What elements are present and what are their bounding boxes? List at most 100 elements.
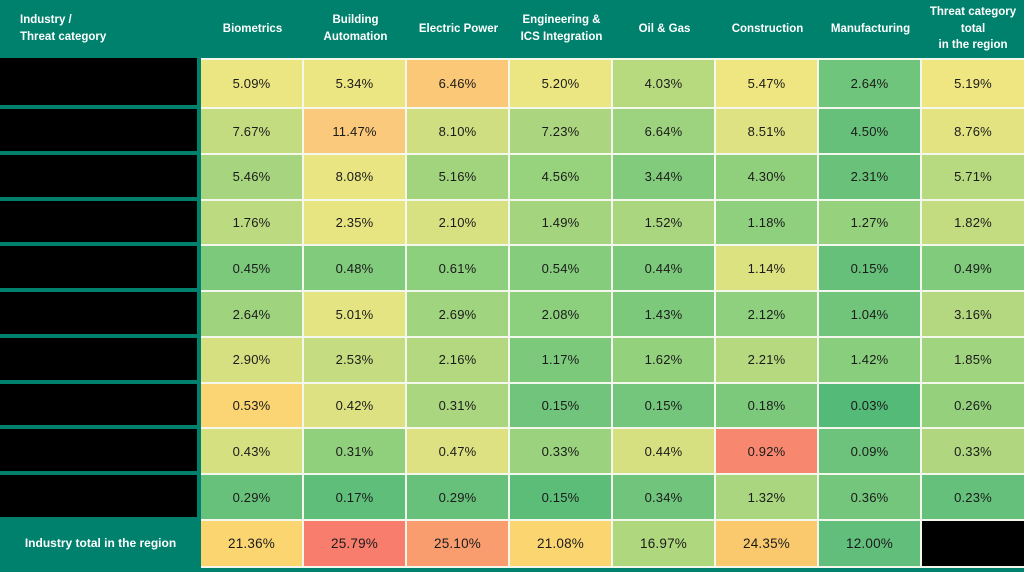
row-label-redacted [0,200,201,247]
heatmap-cell: 0.44% [613,246,716,293]
heatmap-cell: 2.10% [407,200,510,247]
table-row: 5.09% 5.34% 6.46% 5.20% 4.03% 5.47% 2.64% 5.19% [0,58,1024,110]
heatmap-cell: 2.35% [304,200,407,247]
heatmap-cell: 3.16% [922,292,1024,338]
column-header-construction: Construction [716,0,819,58]
table-row: 2.64% 5.01% 2.69% 2.08% 1.43% 2.12% 1.04% 3.16% [0,292,1024,338]
heatmap-cell: 0.03% [819,383,922,430]
column-header-biometrics: Biometrics [201,0,304,58]
heatmap-cell: 0.15% [819,246,922,293]
corner-header: Industry / Threat category [0,0,201,58]
total-cell: 25.10% [407,521,510,568]
row-label-redacted [0,383,201,430]
heatmap-cell: 5.16% [407,154,510,201]
table-row: 0.53% 0.42% 0.31% 0.15% 0.15% 0.18% 0.03% 0.26% [0,383,1024,430]
column-header-oil-gas: Oil & Gas [613,0,716,58]
heatmap-cell: 1.49% [510,200,613,247]
table-row: 0.45% 0.48% 0.61% 0.54% 0.44% 1.14% 0.15% 0.49% [0,246,1024,293]
column-header-building-automation: Building Automation [304,0,407,58]
heatmap-cell: 1.27% [819,200,922,247]
heatmap-cell: 4.56% [510,154,613,201]
total-cell: 21.08% [510,521,613,568]
heatmap-cell: 0.26% [922,383,1024,430]
heatmap-cell: 0.36% [819,475,922,521]
heatmap-cell: 8.08% [304,154,407,201]
total-cell: 21.36% [201,521,304,568]
heatmap-cell: 0.47% [407,429,510,476]
heatmap-cell: 0.15% [613,383,716,430]
heatmap-cell: 0.18% [716,383,819,430]
heatmap-cell: 8.76% [922,109,1024,155]
heatmap-cell: 0.44% [613,429,716,476]
column-header-engineering-ics: Engineering & ICS Integration [510,0,613,58]
heatmap-cell: 0.54% [510,246,613,293]
heatmap-cell: 0.45% [201,246,304,293]
heatmap-cell: 0.92% [716,429,819,476]
heatmap-cell: 5.20% [510,58,613,110]
heatmap-cell: 5.47% [716,58,819,110]
heatmap-cell: 1.43% [613,292,716,338]
table-row: 1.76% 2.35% 2.10% 1.49% 1.52% 1.18% 1.27% 1.82% [0,200,1024,247]
heatmap-cell: 1.85% [922,337,1024,384]
row-label-redacted [0,246,201,293]
heatmap-cell: 2.31% [819,154,922,201]
heatmap-cell: 5.34% [304,58,407,110]
heatmap-body: 5.09% 5.34% 6.46% 5.20% 4.03% 5.47% 2.64% 5.19%… [0,58,1024,568]
heatmap-cell: 0.15% [510,475,613,521]
heatmap-cell: 0.31% [407,383,510,430]
heatmap-cell: 5.46% [201,154,304,201]
heatmap-cell: 5.19% [922,58,1024,110]
row-label-redacted [0,109,201,155]
heatmap-cell: 5.09% [201,58,304,110]
heatmap-cell: 0.48% [304,246,407,293]
heatmap-cell: 4.30% [716,154,819,201]
heatmap-cell: 7.67% [201,109,304,155]
total-cell: 12.00% [819,521,922,568]
heatmap-cell: 0.15% [510,383,613,430]
total-cell: 24.35% [716,521,819,568]
heatmap-cell: 2.69% [407,292,510,338]
column-header-threat-total: Threat category total in the region [922,0,1024,58]
table-row: 5.46% 8.08% 5.16% 4.56% 3.44% 4.30% 2.31% 5.71% [0,154,1024,201]
heatmap-cell: 5.71% [922,154,1024,201]
heatmap-cell: 0.09% [819,429,922,476]
heatmap-cell: 8.51% [716,109,819,155]
heatmap-cell: 0.49% [922,246,1024,293]
column-header-manufacturing: Manufacturing [819,0,922,58]
heatmap-cell: 4.50% [819,109,922,155]
heatmap-cell: 2.53% [304,337,407,384]
heatmap-cell: 3.44% [613,154,716,201]
heatmap-cell: 0.31% [304,429,407,476]
heatmap-cell: 1.42% [819,337,922,384]
total-cell: 25.79% [304,521,407,568]
heatmap-cell: 2.21% [716,337,819,384]
heatmap-cell: 1.76% [201,200,304,247]
heatmap-cell: 8.10% [407,109,510,155]
table-row: 7.67% 11.47% 8.10% 7.23% 6.64% 8.51% 4.50% 8.76… [0,109,1024,155]
total-row-label: Industry total in the region [0,521,201,568]
heatmap-cell: 0.33% [922,429,1024,476]
heatmap-cell: 1.62% [613,337,716,384]
heatmap-cell: 0.34% [613,475,716,521]
total-redacted-cell [922,521,1024,568]
row-label-redacted [0,58,201,110]
heatmap-cell: 0.53% [201,383,304,430]
heatmap-cell: 1.52% [613,200,716,247]
heatmap-cell: 1.18% [716,200,819,247]
heatmap-cell: 0.61% [407,246,510,293]
table-header-row: Industry / Threat category Biometrics Bu… [0,0,1024,58]
row-label-redacted [0,337,201,384]
heatmap-cell: 4.03% [613,58,716,110]
heatmap-cell: 0.42% [304,383,407,430]
heatmap-cell: 0.23% [922,475,1024,521]
heatmap-cell: 2.64% [819,58,922,110]
heatmap-cell: 5.01% [304,292,407,338]
heatmap-cell: 2.12% [716,292,819,338]
row-label-redacted [0,429,201,476]
heatmap-cell: 1.17% [510,337,613,384]
heatmap-cell: 7.23% [510,109,613,155]
heatmap-cell: 6.46% [407,58,510,110]
heatmap-cell: 1.82% [922,200,1024,247]
heatmap-cell: 0.33% [510,429,613,476]
